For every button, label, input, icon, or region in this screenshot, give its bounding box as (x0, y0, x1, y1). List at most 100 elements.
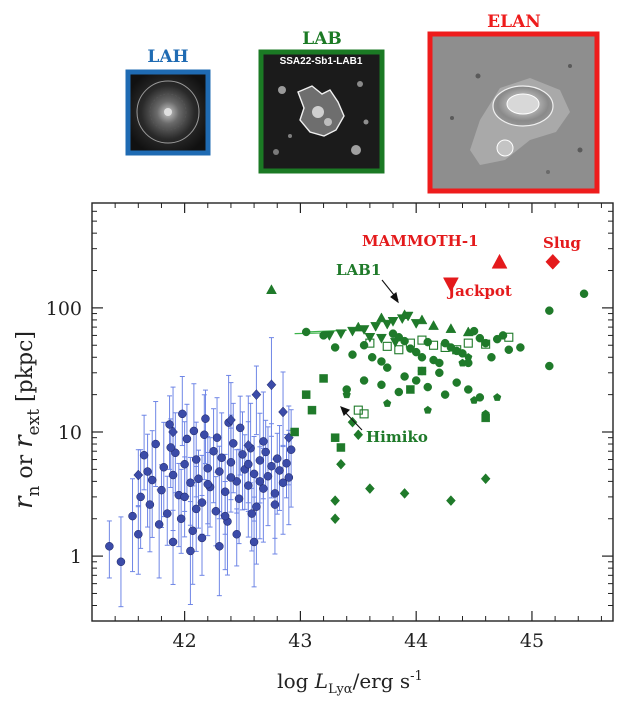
lab-square-point (406, 385, 415, 394)
lah-circle-point (235, 423, 245, 433)
lab-up-triangle-point (352, 321, 364, 332)
lab-circle-point (348, 350, 357, 359)
lah-circle-point (249, 537, 259, 547)
lab-up-triangle-point (428, 320, 439, 330)
lab-open-square-point (452, 345, 462, 355)
lab-circle-point (423, 382, 433, 392)
axis-ticks: 42 43 44 45 1 10 100 (46, 203, 613, 652)
lah-circle-point (234, 494, 244, 503)
lah-circle-point (186, 478, 195, 487)
lah-circle-point (270, 489, 280, 498)
lah-circle-point (139, 450, 149, 460)
lah-circle-point (244, 459, 253, 469)
lab-diamond-point (399, 488, 410, 499)
lah-circle-point (272, 454, 282, 463)
lah-circle-point (228, 439, 238, 448)
lah-circle-point (226, 458, 236, 467)
lah-circle-point (278, 478, 288, 487)
lab-open-square-point (504, 332, 514, 342)
annotation-slug: Slug (543, 234, 581, 252)
lab-pentagon-point (493, 393, 502, 401)
lah-circle-point (220, 487, 230, 497)
lah-circle-point (215, 542, 224, 551)
lah-circle-point (217, 453, 226, 463)
annotation-mammoth1: MAMMOTH-1 (362, 232, 479, 250)
lah-circle-point (163, 509, 172, 518)
lab-diamond-point (336, 458, 346, 470)
lah-circle-point (116, 557, 126, 567)
lah-circle-point (188, 526, 197, 536)
x-tick-label: 44 (404, 630, 428, 652)
lab-open-square-point (382, 341, 392, 351)
x-tick-label: 42 (173, 630, 197, 652)
lab-circle-point (377, 357, 386, 366)
lah-diamond-point (168, 426, 178, 438)
lab-up-triangle-point (445, 323, 457, 333)
lah-diamond-point (133, 469, 144, 481)
elan-down-triangle-point (442, 277, 459, 293)
lab-circle-point (411, 347, 421, 357)
lah-circle-point (209, 446, 218, 456)
lab-down-triangle-point (389, 337, 401, 348)
lah-circle-point (211, 506, 221, 516)
lab-diamond-point (446, 495, 456, 506)
x-tick-label: 45 (520, 630, 544, 652)
lah-circle-point (159, 462, 169, 472)
lah-circle-point (282, 458, 291, 468)
lah-circle-point (220, 511, 230, 521)
lah-circle-point (259, 484, 268, 493)
lah-circle-point (128, 511, 137, 521)
lah-circle-point (168, 537, 178, 547)
lab-circle-point (545, 306, 554, 315)
lab-open-square-point (405, 338, 415, 348)
plot-area (91, 202, 614, 622)
annotation-jackpot: Jackpot (446, 282, 512, 300)
lah-circle-point (203, 479, 213, 489)
lab-circle-point (452, 378, 461, 387)
lah-circle-point (261, 447, 270, 457)
lab-square-point (336, 443, 346, 452)
lab-down-triangle-point (376, 333, 387, 344)
elan-diamond-point (545, 253, 561, 270)
lab-diamond-point (347, 416, 358, 428)
lab-circle-point (545, 361, 554, 371)
lah-circle-point (189, 426, 199, 436)
lab-diamond-point (480, 473, 491, 485)
lab-circle-point (464, 385, 473, 394)
lab-circle-point (359, 376, 369, 385)
annotation-himiko: Himiko (366, 428, 428, 446)
lah-circle-point (145, 500, 155, 509)
lab-pentagon-point (458, 358, 467, 367)
lab-circle-point (417, 353, 427, 362)
lab-circle-point (367, 353, 377, 362)
lab-open-square-point (353, 405, 363, 415)
lah-diamond-point (266, 379, 277, 391)
lab-square-point (307, 405, 317, 415)
lah-circle-point (200, 430, 209, 440)
lah-diamond-point (226, 414, 236, 426)
lab-pentagon-point (470, 395, 479, 404)
lab-diamond-point (330, 495, 340, 506)
lab-circle-point (400, 372, 409, 381)
annotation-lab1: LAB1 (336, 261, 381, 279)
lab-circle-point (504, 345, 514, 354)
lah-circle-point (176, 514, 186, 523)
lah-circle-point (165, 420, 174, 429)
lah-circle-point (166, 443, 175, 452)
lah-circle-point (215, 467, 224, 476)
lab-circle-point (400, 336, 409, 346)
lah-circle-point (197, 533, 207, 543)
lab-up-triangle-point (416, 314, 428, 325)
lab-circle-point (435, 368, 444, 378)
lab-circle-point (435, 358, 444, 368)
lah-circle-point (201, 414, 210, 423)
lab-circle-point (487, 353, 496, 362)
lab-diamond-point (365, 483, 375, 494)
lab-circle-point (359, 340, 369, 350)
lah-circle-point (275, 466, 284, 475)
elan-thumbnail (427, 31, 600, 194)
lab-open-square-point (428, 340, 439, 350)
lah-circle-point (286, 445, 296, 454)
lab-pentagon-point (464, 352, 473, 361)
